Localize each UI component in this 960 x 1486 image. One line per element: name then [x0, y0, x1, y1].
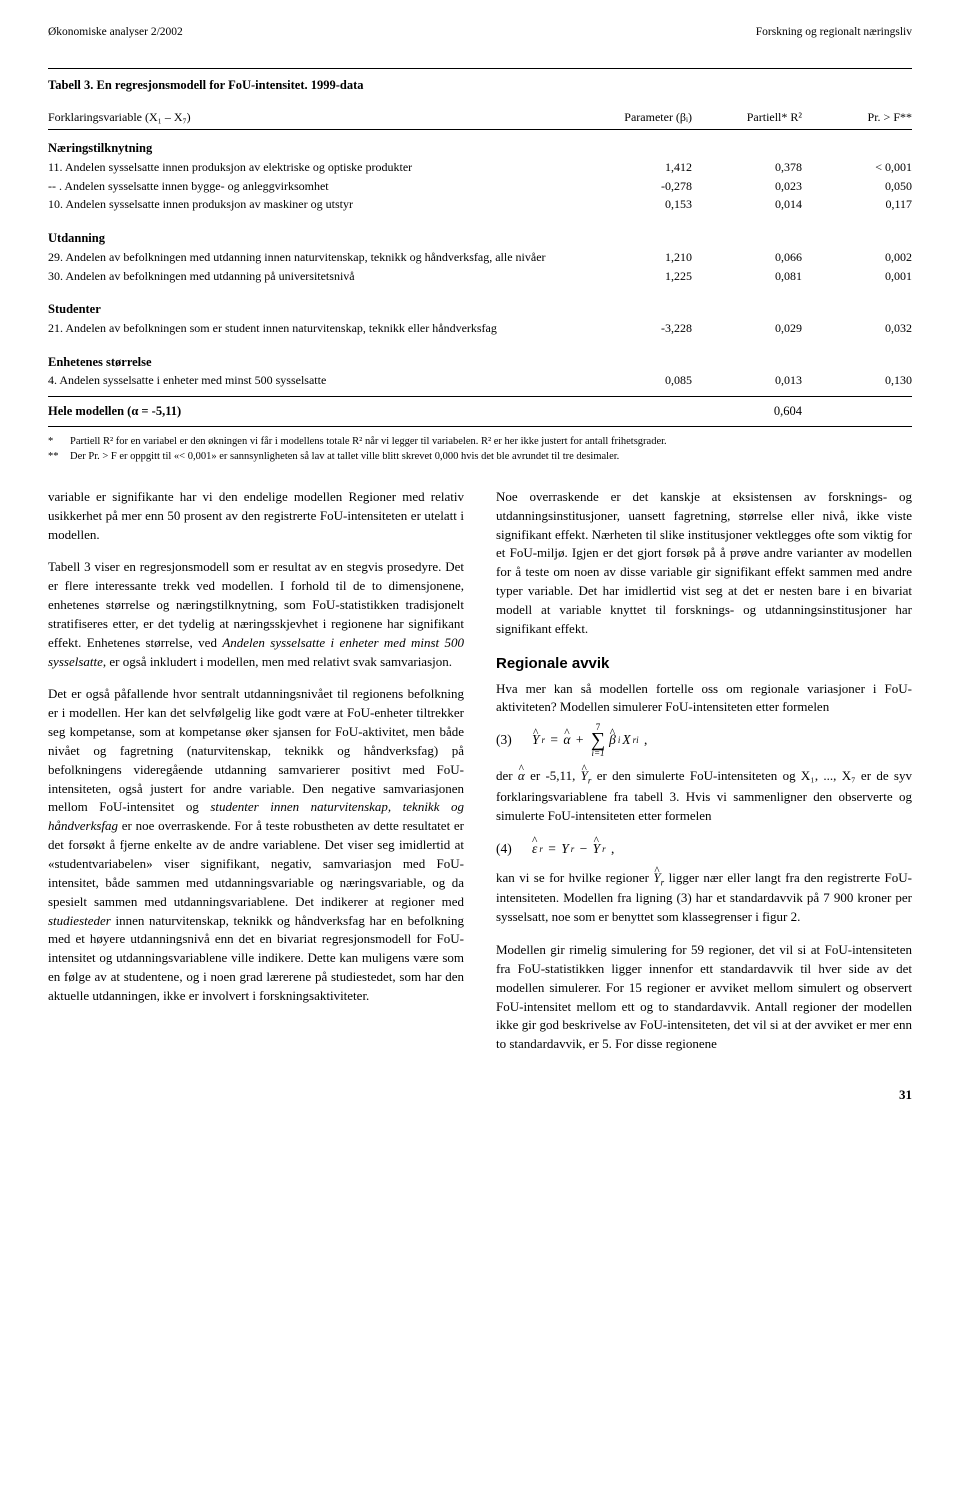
row-pf: 0,032 [802, 320, 912, 337]
formula-3-num: (3) [496, 731, 532, 750]
left-para: Det er også påfallende hvor sentralt utd… [48, 685, 464, 1005]
row-pf: 0,001 [802, 268, 912, 285]
row-r2: 0,014 [692, 196, 802, 213]
row-r2: 0,081 [692, 268, 802, 285]
row-param: 0,085 [582, 372, 692, 389]
formula-3: (3) Yr = α + 7 ∑ i=1 βi Xri , [496, 723, 912, 757]
hele-modellen-row: Hele modellen (α = -5,11) 0,604 [48, 396, 912, 427]
row-label: 4. Andelen sysselsatte i enheter med min… [48, 372, 582, 389]
formula-4-body: εr = Yr − Yr , [532, 840, 614, 859]
table-row: 11. Andelen sysselsatte innen produksjon… [48, 158, 912, 177]
row-pf: < 0,001 [802, 159, 912, 176]
header-left: Økonomiske analyser 2/2002 [48, 24, 183, 40]
row-r2: 0,013 [692, 372, 802, 389]
footnote-text: Partiell R² for en variabel er den øknin… [70, 435, 912, 449]
p4a: kan vi se for hvilke regioner [496, 870, 653, 885]
row-param: 1,225 [582, 268, 692, 285]
table-body: Næringstilknytning11. Andelen sysselsatt… [48, 130, 912, 396]
row-param: -0,278 [582, 178, 692, 195]
section-heading-regionale: Regionale avvik [496, 653, 912, 674]
row-pf: 0,130 [802, 372, 912, 389]
row-r2: 0,066 [692, 249, 802, 266]
row-param: 0,153 [582, 196, 692, 213]
right-para-1: Noe overraskende er det kanskje at eksis… [496, 488, 912, 639]
footnote-mark: ** [48, 450, 70, 464]
body-columns: variable er signifikante har vi den ende… [48, 488, 912, 1068]
table-title: Tabell 3. En regresjonsmodell for FoU-in… [48, 69, 912, 105]
table-row: 4. Andelen sysselsatte i enheter med min… [48, 371, 912, 390]
row-label: 21. Andelen av befolkningen som er stude… [48, 320, 582, 337]
row-param: 1,412 [582, 159, 692, 176]
row-label: 30. Andelen av befolkningen med utdannin… [48, 268, 582, 285]
formula-3-body: Yr = α + 7 ∑ i=1 βi Xri , [532, 723, 647, 757]
hele-v1 [582, 403, 692, 421]
table-row: 30. Andelen av befolkningen med utdannin… [48, 267, 912, 286]
row-param: 1,210 [582, 249, 692, 266]
row-r2: 0,029 [692, 320, 802, 337]
left-para: Tabell 3 viser en regresjonsmodell som e… [48, 558, 464, 671]
hele-r2: 0,604 [692, 403, 802, 421]
right-para-2: Hva mer kan så modellen fortelle oss om … [496, 680, 912, 718]
table-section-head: Enhetenes størrelse [48, 344, 912, 372]
right-para-4: kan vi se for hvilke regioner Yr ligger … [496, 869, 912, 927]
footnote: **Der Pr. > F er oppgitt til «< 0,001» e… [48, 450, 912, 464]
table-row: -- . Andelen sysselsatte innen bygge- og… [48, 177, 912, 196]
hele-label: Hele modellen (α = -5,11) [48, 403, 582, 421]
th-pf: Pr. > F** [802, 109, 912, 126]
left-para: variable er signifikante har vi den ende… [48, 488, 464, 545]
header-right: Forskning og regionalt næringsliv [756, 24, 912, 40]
regression-table: Tabell 3. En regresjonsmodell for FoU-in… [48, 68, 912, 427]
row-label: -- . Andelen sysselsatte innen bygge- og… [48, 178, 582, 195]
page-header: Økonomiske analyser 2/2002 Forskning og … [48, 24, 912, 40]
table-section-head: Næringstilknytning [48, 130, 912, 158]
table-row: 21. Andelen av befolkningen som er stude… [48, 319, 912, 338]
table-row: 29. Andelen av befolkningen med utdannin… [48, 248, 912, 267]
right-column: Noe overraskende er det kanskje at eksis… [496, 488, 912, 1068]
right-para-3: der α er -5,11, Yr er den simulerte FoU-… [496, 767, 912, 825]
row-label: 10. Andelen sysselsatte innen produksjon… [48, 196, 582, 213]
row-label: 11. Andelen sysselsatte innen produksjon… [48, 159, 582, 176]
page-number: 31 [48, 1086, 912, 1104]
table-row: 10. Andelen sysselsatte innen produksjon… [48, 195, 912, 214]
th-r2: Partiell* R² [692, 109, 802, 126]
table-footnotes: *Partiell R² for en variabel er den økni… [48, 435, 912, 463]
row-r2: 0,378 [692, 159, 802, 176]
footnote-mark: * [48, 435, 70, 449]
p3b: er -5,11, [525, 768, 581, 783]
row-param: -3,228 [582, 320, 692, 337]
row-label: 29. Andelen av befolkningen med utdannin… [48, 249, 582, 266]
th-param: Parameter (βᵢ) [582, 109, 692, 126]
table-section-head: Studenter [48, 291, 912, 319]
row-pf: 0,117 [802, 196, 912, 213]
th-label: Forklaringsvariable (X₁ – X₇) [48, 109, 582, 126]
formula-4: (4) εr = Yr − Yr , [496, 840, 912, 859]
formula-4-num: (4) [496, 840, 532, 859]
p3a: der [496, 768, 518, 783]
hele-v3 [802, 403, 912, 421]
row-r2: 0,023 [692, 178, 802, 195]
row-pf: 0,002 [802, 249, 912, 266]
right-para-5: Modellen gir rimelig simulering for 59 r… [496, 941, 912, 1054]
footnote-text: Der Pr. > F er oppgitt til «< 0,001» er … [70, 450, 912, 464]
table-section-head: Utdanning [48, 220, 912, 248]
footnote: *Partiell R² for en variabel er den økni… [48, 435, 912, 449]
table-header-row: Forklaringsvariable (X₁ – X₇) Parameter … [48, 105, 912, 131]
left-column: variable er signifikante har vi den ende… [48, 488, 464, 1068]
row-pf: 0,050 [802, 178, 912, 195]
